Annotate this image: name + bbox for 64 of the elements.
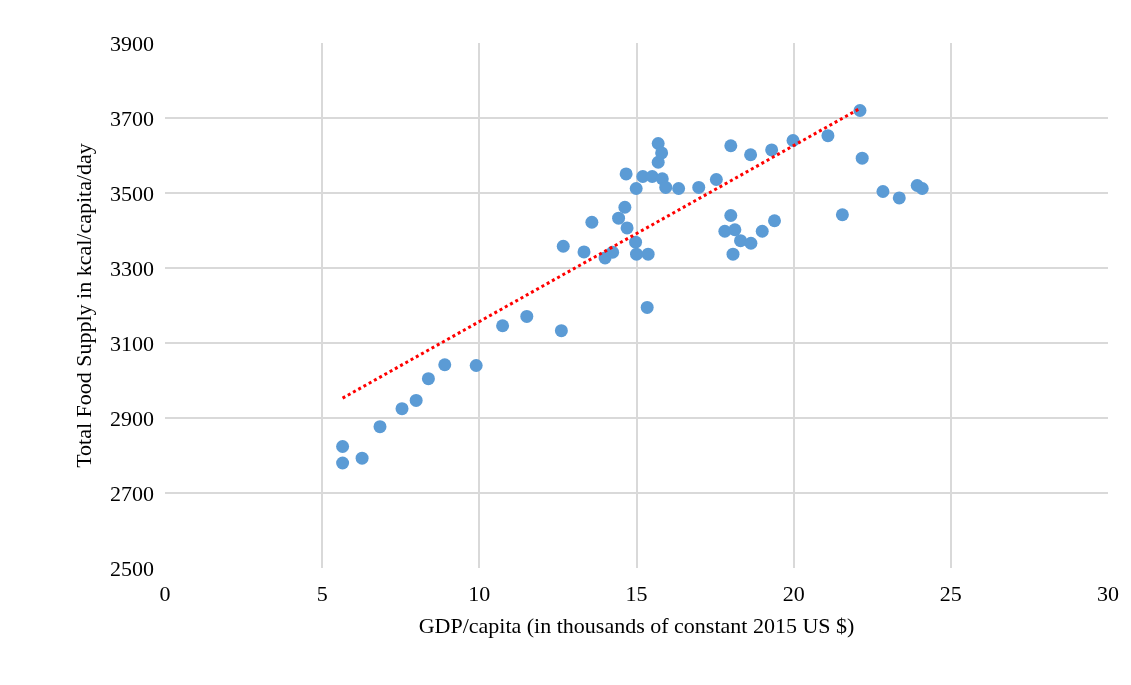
- y-tick-label: 3500: [110, 180, 154, 206]
- point: [755, 224, 769, 238]
- point: [672, 182, 686, 195]
- point: [876, 185, 890, 198]
- point: [556, 239, 570, 253]
- x-tick-label: 25: [939, 581, 962, 606]
- point: [726, 247, 740, 261]
- point: [409, 393, 423, 407]
- y-tick-label: 3900: [110, 30, 154, 56]
- x-tick-label: 20: [782, 581, 805, 606]
- point: [336, 456, 350, 470]
- point: [821, 129, 835, 143]
- point: [835, 208, 849, 222]
- x-tick-label: 15: [625, 581, 648, 606]
- point: [734, 234, 748, 248]
- x-tick-label: 30: [1097, 581, 1119, 606]
- point: [520, 309, 534, 323]
- point: [395, 402, 409, 416]
- point: [355, 451, 369, 465]
- point: [659, 180, 673, 194]
- point: [373, 420, 387, 434]
- point: [577, 245, 591, 259]
- point: [554, 324, 568, 338]
- point: [618, 200, 632, 214]
- point: [915, 182, 929, 195]
- point: [421, 372, 435, 386]
- y-tick-label: 2500: [110, 555, 154, 581]
- x-tick-label: 5: [316, 581, 328, 606]
- point: [336, 440, 350, 453]
- point: [630, 247, 643, 261]
- point: [619, 167, 633, 181]
- point: [620, 221, 634, 235]
- point: [744, 148, 758, 162]
- point: [724, 139, 738, 153]
- point: [786, 134, 800, 147]
- point: [629, 182, 643, 195]
- point: [692, 180, 706, 194]
- point: [629, 235, 643, 249]
- y-tick-label: 3700: [110, 105, 154, 131]
- point: [892, 191, 906, 205]
- point: [469, 359, 483, 372]
- y-tick-label: 3300: [110, 255, 154, 281]
- point: [855, 151, 869, 165]
- point: [728, 223, 742, 237]
- point: [709, 173, 723, 186]
- x-axis-title: GDP/capita (in thousands of constant 2015 US $): [418, 612, 855, 638]
- y-tick-label: 2700: [110, 480, 154, 506]
- point: [438, 358, 452, 372]
- x-tick-label: 10: [468, 581, 491, 606]
- point: [655, 146, 669, 160]
- point: [765, 143, 779, 157]
- point: [724, 209, 738, 222]
- y-tick-label: 3100: [110, 330, 154, 356]
- point: [496, 319, 510, 333]
- point: [612, 211, 626, 225]
- point: [744, 236, 758, 250]
- point: [641, 247, 655, 261]
- point: [853, 104, 867, 117]
- y-axis-title: Total Food Supply in kcal/capita/day: [70, 143, 96, 468]
- point: [585, 215, 599, 229]
- point: [640, 300, 654, 314]
- point: [768, 214, 781, 228]
- x-tick-label: 0: [159, 581, 171, 606]
- y-tick-label: 2900: [110, 405, 154, 431]
